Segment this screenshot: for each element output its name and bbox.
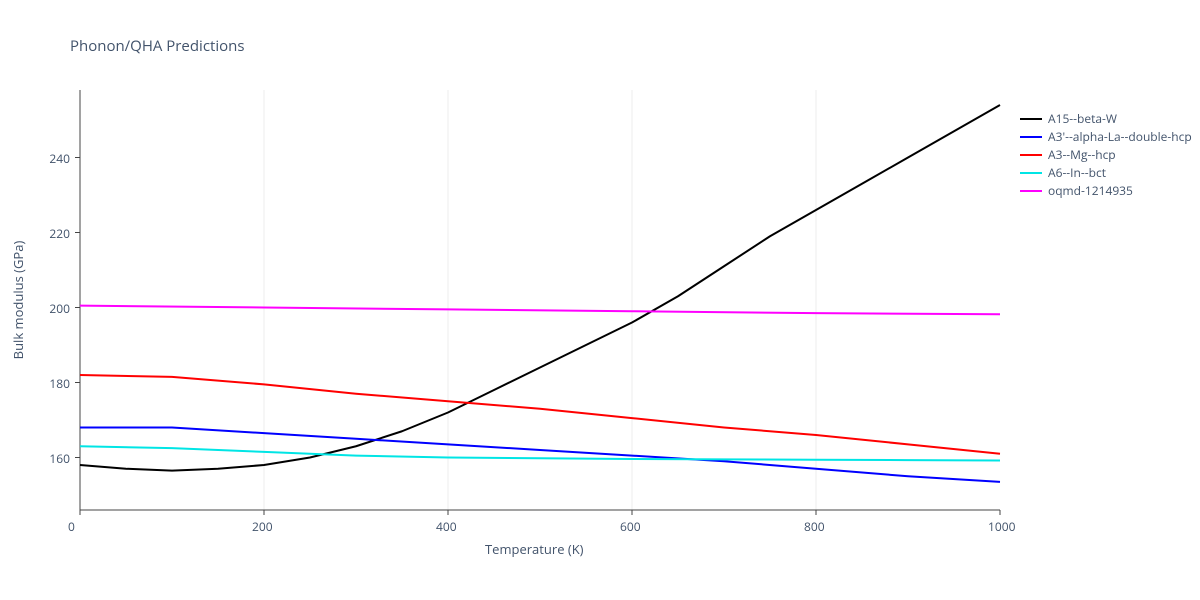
x-axis-label: Temperature (K)	[485, 540, 584, 558]
legend-swatch	[1020, 118, 1042, 120]
chart-container: Phonon/QHA Predictions Temperature (K) B…	[0, 0, 1200, 600]
legend-swatch	[1020, 136, 1042, 138]
legend-swatch	[1020, 154, 1042, 156]
x-tick-label: 0	[68, 518, 75, 535]
legend-label: oqmd-1214935	[1048, 182, 1133, 199]
y-axis-label: Bulk modulus (GPa)	[9, 241, 27, 360]
legend-item[interactable]: oqmd-1214935	[1020, 182, 1133, 199]
plot-svg	[0, 0, 1200, 600]
legend-item[interactable]: A3--Mg--hcp	[1020, 146, 1116, 163]
x-tick-label: 200	[252, 518, 273, 535]
legend-label: A3'--alpha-La--double-hcp	[1048, 128, 1192, 145]
legend-swatch	[1020, 172, 1042, 174]
y-tick-label: 160	[49, 450, 70, 467]
x-tick-label: 800	[804, 518, 825, 535]
legend-item[interactable]: A6--In--bct	[1020, 164, 1106, 181]
legend-label: A3--Mg--hcp	[1048, 146, 1116, 163]
legend-item[interactable]: A3'--alpha-La--double-hcp	[1020, 128, 1192, 145]
x-tick-label: 1000	[988, 518, 1015, 535]
legend-item[interactable]: A15--beta-W	[1020, 110, 1117, 127]
legend-label: A15--beta-W	[1048, 110, 1117, 127]
y-tick-label: 240	[49, 150, 70, 167]
y-tick-label: 220	[49, 225, 70, 242]
legend-label: A6--In--bct	[1048, 164, 1106, 181]
x-tick-label: 600	[620, 518, 641, 535]
x-tick-label: 400	[436, 518, 457, 535]
legend-swatch	[1020, 190, 1042, 192]
y-tick-label: 200	[49, 300, 70, 317]
y-tick-label: 180	[49, 375, 70, 392]
